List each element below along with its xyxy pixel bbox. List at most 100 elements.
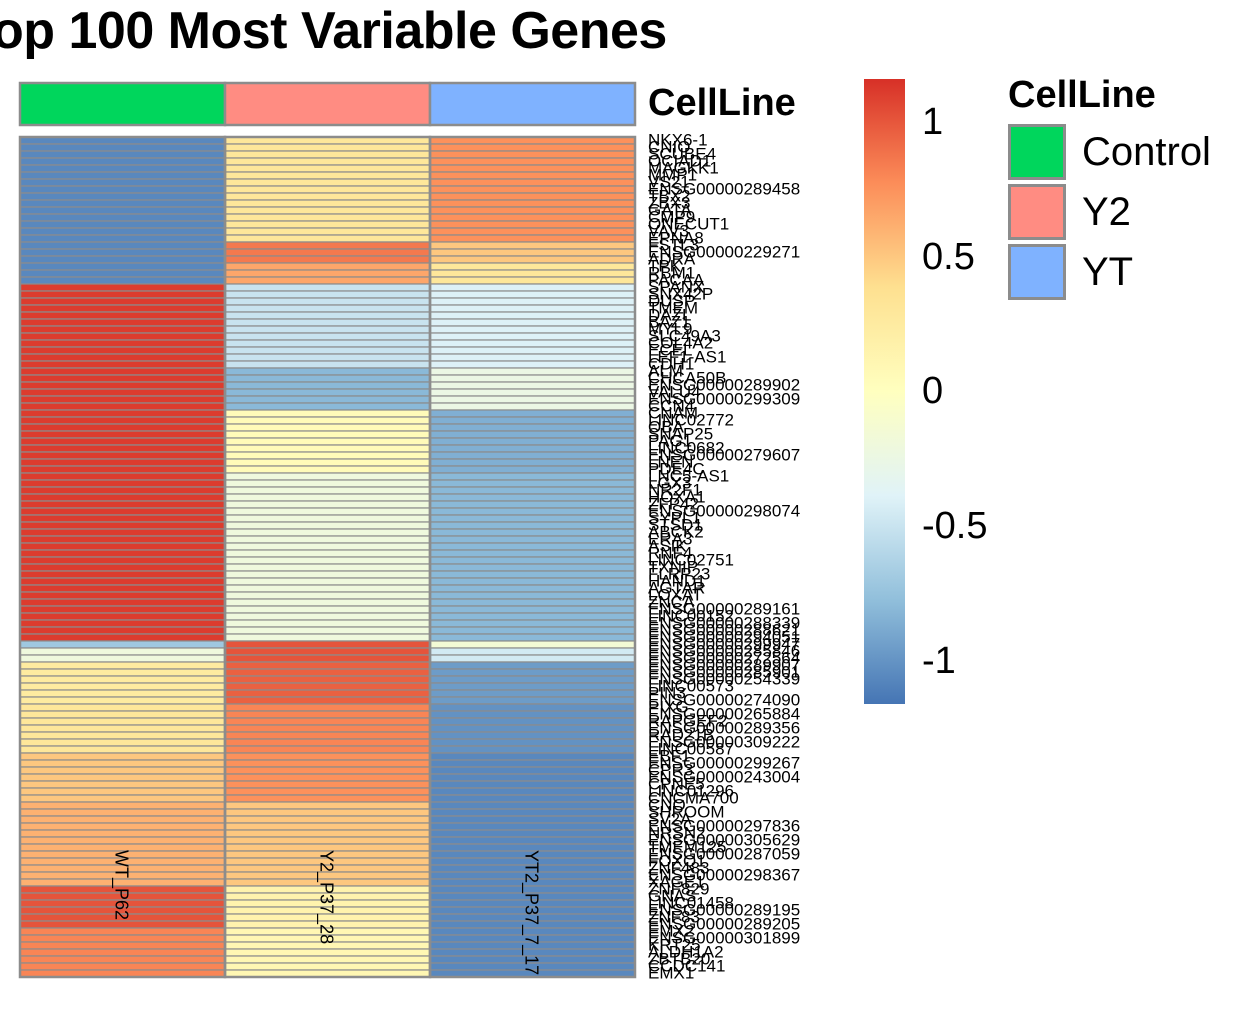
- heatmap-cell: [19, 934, 226, 943]
- heatmap-cell: [224, 360, 431, 369]
- heatmap-cell: [224, 416, 431, 425]
- row-label: HOXA1: [648, 488, 706, 507]
- heatmap-column-border: [428, 135, 637, 979]
- legend-swatch-y2: [1008, 184, 1066, 240]
- heatmap-cell: [19, 276, 226, 285]
- heatmap-cell: [19, 780, 226, 789]
- row-label: VAV3: [648, 222, 689, 241]
- row-label: ENSG00000279607: [648, 446, 800, 465]
- heatmap-cell: [19, 521, 226, 530]
- row-label: DUSP: [648, 292, 695, 311]
- row-label: CNCMA700: [648, 789, 739, 808]
- heatmap-cell: [224, 206, 431, 215]
- heatmap-cell: [19, 773, 226, 782]
- heatmap-cell: [224, 647, 431, 656]
- heatmap-cell: [19, 640, 226, 649]
- row-label: CCN4: [648, 397, 694, 416]
- heatmap-cell: [19, 682, 226, 691]
- heatmap-cell: [429, 311, 636, 320]
- heatmap-cell: [429, 752, 636, 761]
- heatmap-cell: [429, 598, 636, 607]
- annotation-row-label: CellLine: [648, 82, 796, 124]
- row-label: MMP1: [648, 166, 697, 185]
- row-label: MYL9: [648, 320, 692, 339]
- row-label: ENSG00000229271: [648, 243, 800, 262]
- column-labels: WT_P62 Y2_P37_28 YT2_P37_7_17: [111, 850, 542, 975]
- heatmap-cell: [429, 500, 636, 509]
- row-label: LINC00573: [648, 677, 734, 696]
- row-label: RNF4: [648, 544, 692, 563]
- heatmap-cell: [224, 507, 431, 516]
- heatmap-cell: [429, 605, 636, 614]
- heatmap-cell: [19, 227, 226, 236]
- heatmap-cell: [429, 234, 636, 243]
- row-label: GNAS: [648, 887, 696, 906]
- heatmap-cell: [19, 556, 226, 565]
- heatmap-cell: [19, 787, 226, 796]
- heatmap-cell: [19, 927, 226, 936]
- row-label: PDE4C: [648, 460, 705, 479]
- heatmap-cell: [19, 304, 226, 313]
- heatmap-cell: [19, 192, 226, 201]
- heatmap-cell: [429, 493, 636, 502]
- heatmap-cell: [224, 619, 431, 628]
- heatmap-cell: [429, 577, 636, 586]
- heatmap-cell: [19, 514, 226, 523]
- row-label: SNAP25: [648, 425, 713, 444]
- row-label: ENSG00000297836: [648, 817, 800, 836]
- heatmap-cell: [19, 815, 226, 824]
- heatmap-cell: [19, 598, 226, 607]
- heatmap-cell: [19, 836, 226, 845]
- heatmap-cell: [224, 514, 431, 523]
- heatmap-cell: [429, 584, 636, 593]
- row-label: LINC01296: [648, 782, 734, 801]
- row-label: ENSG00000288339: [648, 614, 800, 633]
- heatmap-cell: [224, 703, 431, 712]
- heatmap-cell: [19, 507, 226, 516]
- heatmap-cell: [19, 367, 226, 376]
- heatmap-cell: [224, 829, 431, 838]
- row-label: CNAM: [648, 404, 698, 423]
- heatmap-cell: [19, 409, 226, 418]
- heatmap-cell: [224, 346, 431, 355]
- heatmap-cell: [224, 276, 431, 285]
- row-label: LINC01458: [648, 894, 734, 913]
- row-label: HAND1: [648, 572, 706, 591]
- heatmap-cell: [429, 647, 636, 656]
- heatmap-cell: [224, 570, 431, 579]
- row-label: TXNIP: [648, 558, 698, 577]
- heatmap-cell: [19, 353, 226, 362]
- row-label: LEF1-AS1: [648, 348, 726, 367]
- heatmap-cell: [224, 220, 431, 229]
- heatmap-cell: [429, 731, 636, 740]
- heatmap-cell: [224, 493, 431, 502]
- heatmap-cell: [429, 815, 636, 824]
- heatmap-cell: [224, 696, 431, 705]
- heatmap-cell: [429, 388, 636, 397]
- row-label: ENSG00000298367: [648, 866, 800, 885]
- legend-title: CellLine: [1008, 74, 1156, 116]
- heatmap-cell: [429, 633, 636, 642]
- heatmap-cell: [19, 542, 226, 551]
- heatmap-cell: [429, 535, 636, 544]
- row-label: ZBX3: [648, 194, 691, 213]
- colorbar-tick-label: -0.5: [922, 505, 988, 547]
- heatmap-cell: [429, 563, 636, 572]
- row-label: ENSG00000289161: [648, 600, 800, 619]
- row-label: DAZL: [648, 306, 691, 325]
- heatmap-cell: [429, 150, 636, 159]
- heatmap-cell: [224, 423, 431, 432]
- heatmap-cell: [224, 808, 431, 817]
- heatmap-cell: [429, 787, 636, 796]
- heatmap-cell: [429, 444, 636, 453]
- heatmap-cell: [224, 479, 431, 488]
- row-label: KRT25: [648, 936, 701, 955]
- heatmap-cell: [429, 318, 636, 327]
- row-label: SPANX: [648, 278, 704, 297]
- heatmap-cell: [19, 465, 226, 474]
- heatmap-cell: [429, 178, 636, 187]
- row-label: CDH1: [648, 355, 694, 374]
- heatmap-cell: [429, 486, 636, 495]
- heatmap-cell: [429, 542, 636, 551]
- heatmap-cell: [224, 262, 431, 271]
